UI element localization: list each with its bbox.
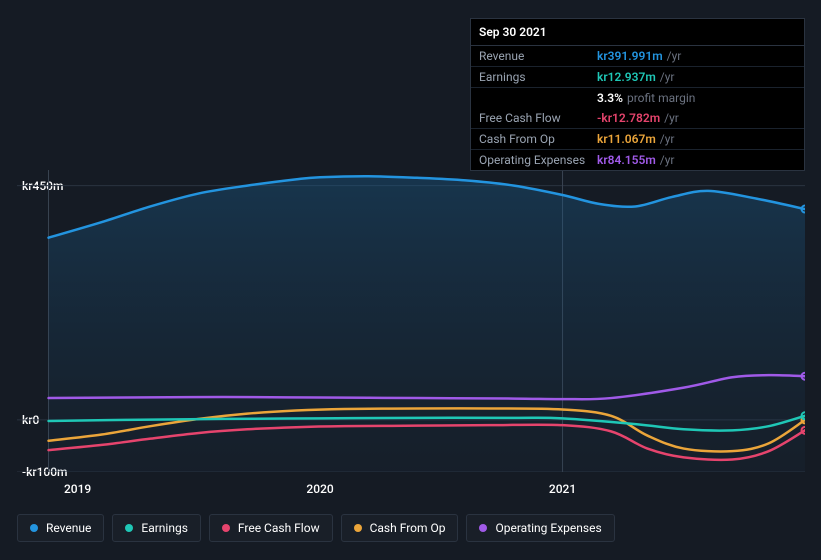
legend-dot-icon — [125, 524, 133, 532]
tooltip-row-suffix: /yr — [667, 49, 682, 63]
tooltip-margin-value: 3.3% — [597, 91, 623, 105]
legend-item-free-cash-flow[interactable]: Free Cash Flow — [209, 514, 333, 542]
tooltip-row: Revenuekr391.991m/yr — [471, 46, 804, 67]
tooltip-row-suffix: /yr — [660, 132, 675, 146]
x-axis-label: 2020 — [306, 482, 333, 496]
tooltip-row-suffix: /yr — [660, 153, 675, 167]
tooltip-row: Cash From Opkr11.067m/yr — [471, 129, 804, 150]
tooltip-date: Sep 30 2021 — [471, 19, 804, 46]
legend-label: Free Cash Flow — [238, 521, 320, 535]
tooltip-row-value: -kr12.782m — [597, 111, 660, 125]
legend-dot-icon — [354, 524, 362, 532]
tooltip-row-label: Earnings — [479, 70, 597, 84]
legend-dot-icon — [222, 524, 230, 532]
tooltip-row-label: Revenue — [479, 49, 597, 63]
legend-item-revenue[interactable]: Revenue — [17, 514, 104, 542]
chart-tooltip: Sep 30 2021 Revenuekr391.991m/yrEarnings… — [470, 18, 805, 171]
tooltip-row-label: Free Cash Flow — [479, 111, 597, 125]
chart-svg — [17, 170, 805, 472]
chart-plot — [17, 170, 805, 472]
legend-label: Operating Expenses — [495, 521, 601, 535]
legend-dot-icon — [30, 524, 38, 532]
legend-label: Revenue — [46, 521, 91, 535]
tooltip-row-suffix: /yr — [664, 111, 679, 125]
tooltip-margin-label: profit margin — [627, 91, 695, 105]
series-area-revenue — [49, 176, 805, 472]
tooltip-row: Operating Expenseskr84.155m/yr — [471, 150, 804, 170]
tooltip-row-value: kr391.991m — [597, 49, 663, 63]
tooltip-row-suffix: /yr — [660, 70, 675, 84]
x-axis-label: 2019 — [64, 482, 91, 496]
legend-item-earnings[interactable]: Earnings — [112, 514, 201, 542]
tooltip-row-label: Cash From Op — [479, 132, 597, 146]
chart-legend: Revenue Earnings Free Cash Flow Cash From O… — [17, 514, 615, 542]
tooltip-row-value: kr84.155m — [597, 153, 656, 167]
tooltip-row: Free Cash Flow-kr12.782m/yr — [471, 108, 804, 129]
legend-item-cash-from-op[interactable]: Cash From Op — [341, 514, 459, 542]
legend-item-operating-expenses[interactable]: Operating Expenses — [466, 514, 614, 542]
x-axis-label: 2021 — [549, 482, 576, 496]
chart-container: Sep 30 2021 Revenuekr391.991m/yrEarnings… — [0, 0, 821, 560]
tooltip-row-label: Operating Expenses — [479, 153, 597, 167]
tooltip-row: Earningskr12.937m/yr — [471, 67, 804, 88]
tooltip-margin-row: 3.3% profit margin — [471, 88, 804, 108]
legend-dot-icon — [479, 524, 487, 532]
tooltip-row-value: kr12.937m — [597, 70, 656, 84]
legend-label: Earnings — [141, 521, 188, 535]
legend-label: Cash From Op — [370, 521, 446, 535]
tooltip-row-value: kr11.067m — [597, 132, 656, 146]
